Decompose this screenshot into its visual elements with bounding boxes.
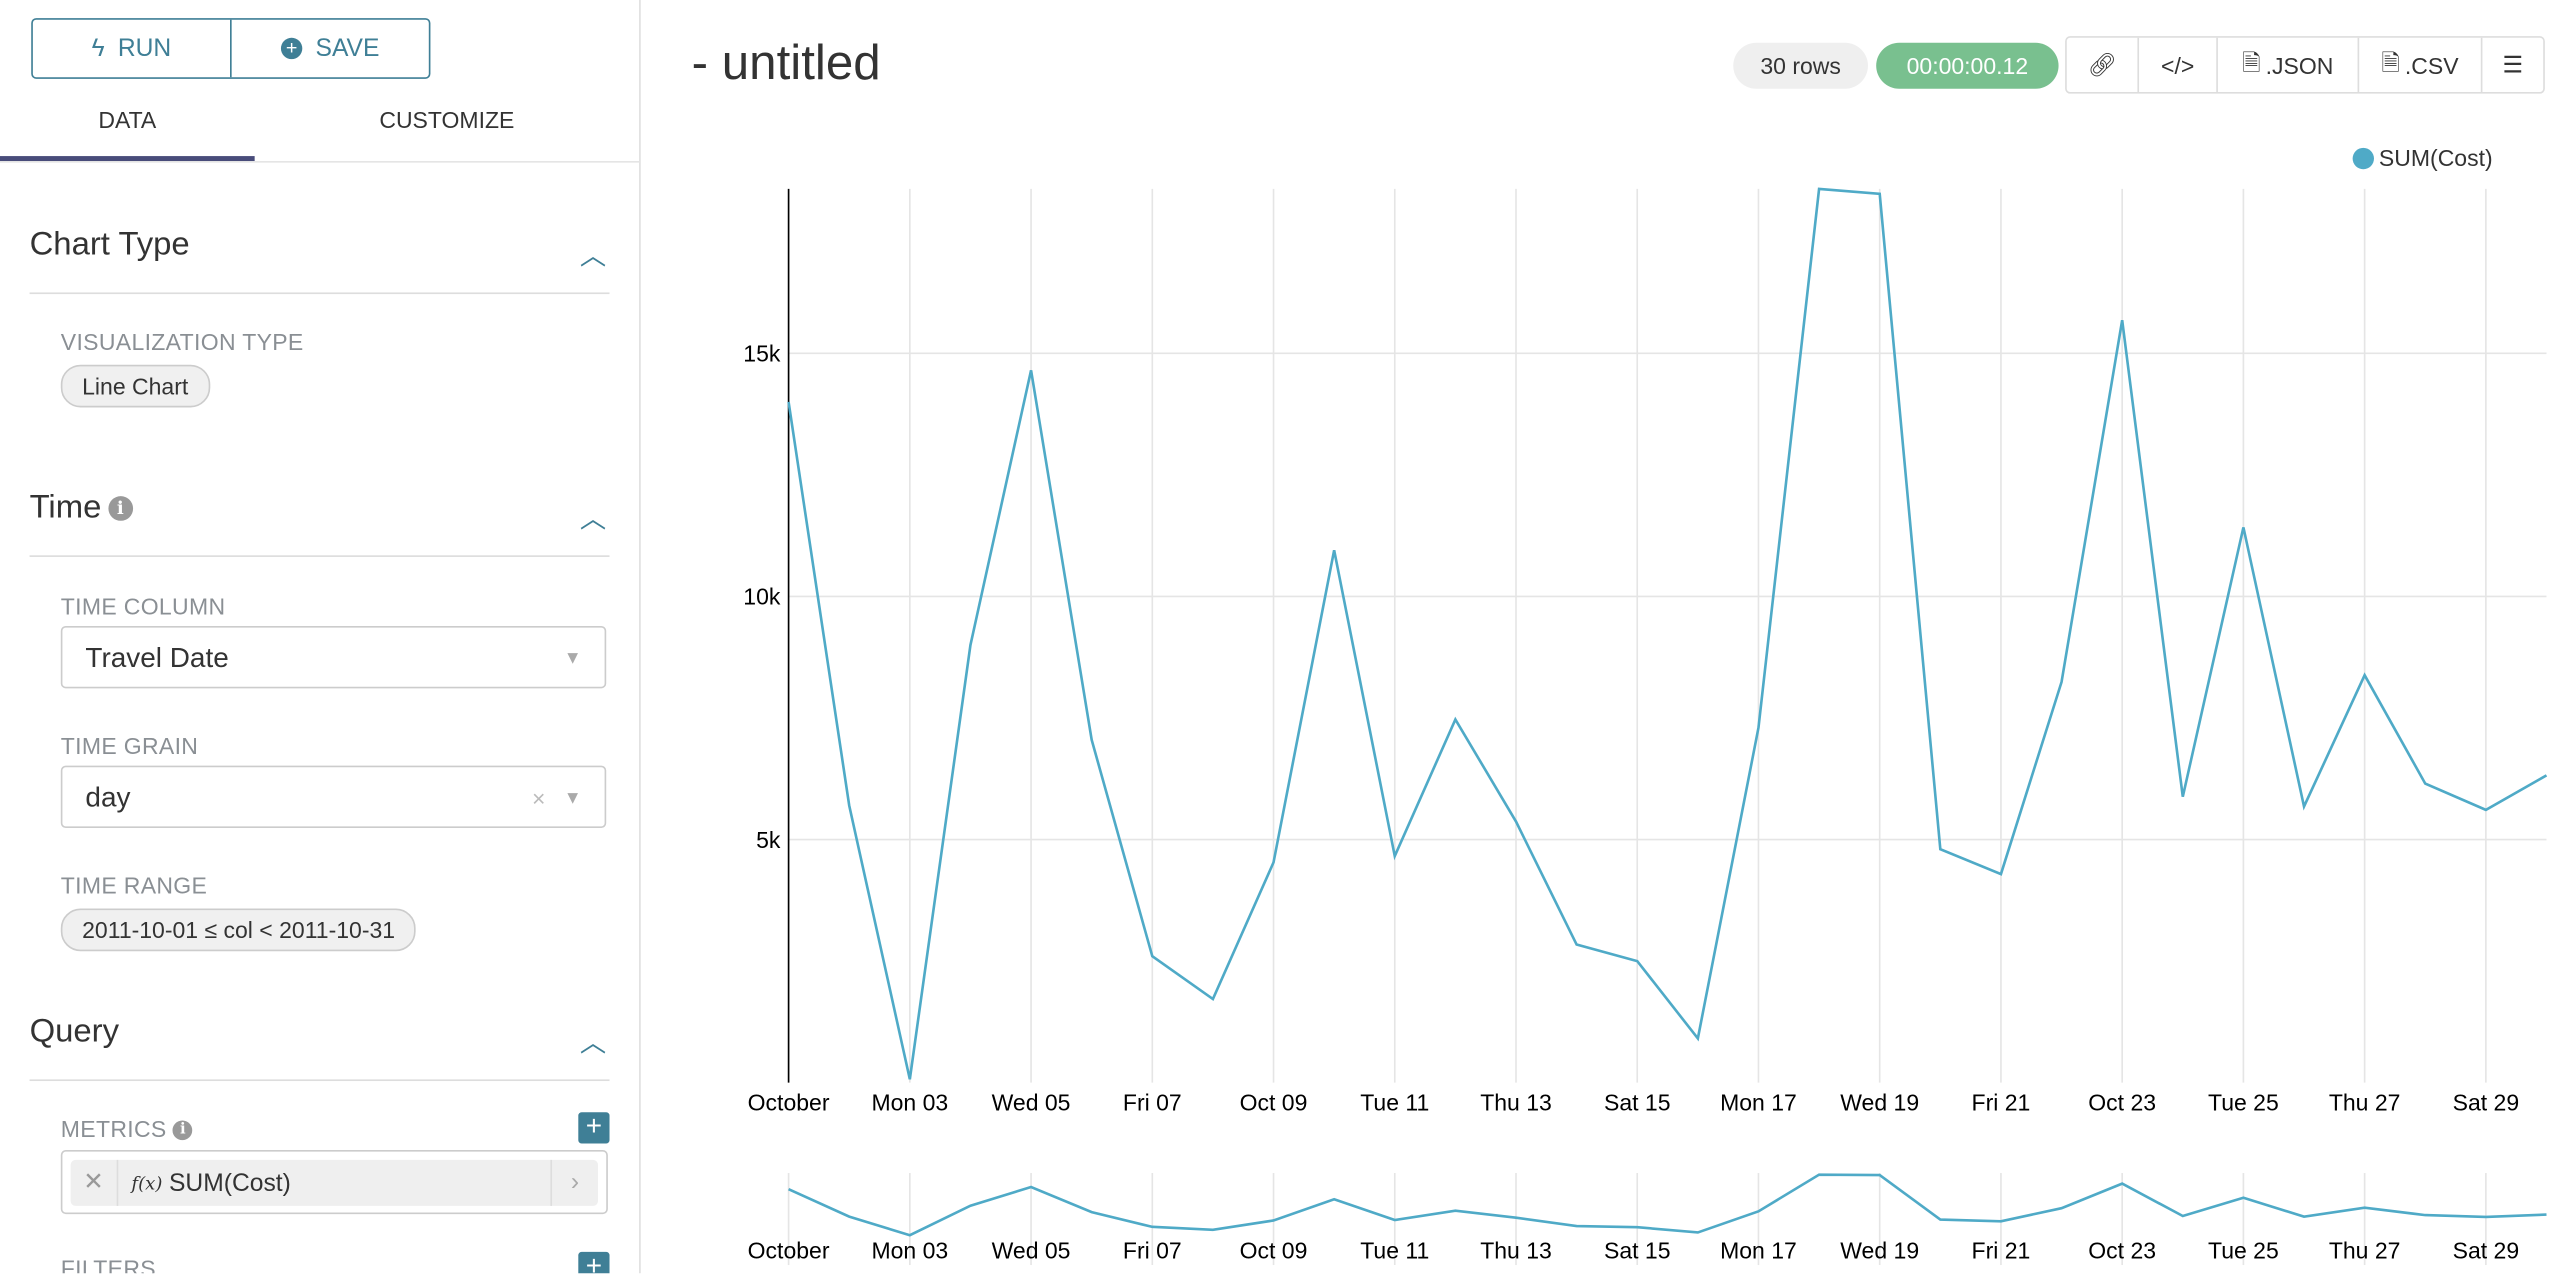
section-time[interactable]: Time i ︿ bbox=[29, 489, 610, 557]
menu-button[interactable]: ☰ bbox=[2482, 38, 2543, 92]
save-label: SAVE bbox=[315, 34, 380, 63]
x-tick-label: Fri 21 bbox=[1972, 1090, 2031, 1116]
brush-x-tick-label: Thu 13 bbox=[1480, 1237, 1552, 1263]
tab-customize[interactable]: CUSTOMIZE bbox=[379, 106, 515, 134]
csv-label: .CSV bbox=[2404, 51, 2459, 79]
legend-item[interactable]: SUM(Cost) bbox=[2352, 144, 2493, 171]
run-label: RUN bbox=[117, 34, 172, 63]
legend-dot bbox=[2352, 147, 2374, 169]
x-tick-label: Tue 11 bbox=[1360, 1090, 1429, 1116]
chart-toolbar: 🔗︎ </> 🗎︎ .JSON 🗎︎ .CSV ☰ bbox=[2065, 36, 2545, 94]
link-icon: 🔗︎ bbox=[2087, 50, 2117, 78]
caret-down-icon: ▼ bbox=[563, 788, 582, 809]
time-range-pill[interactable]: 2011-10-01 ≤ col < 2011-10-31 bbox=[60, 908, 417, 952]
chevron-right-icon[interactable]: › bbox=[550, 1159, 598, 1206]
export-csv-button[interactable]: 🗎︎ .CSV bbox=[2359, 37, 2483, 93]
section-chart-type[interactable]: Chart Type ︿ bbox=[29, 226, 610, 295]
section-title: Chart Type bbox=[29, 226, 190, 263]
y-tick-label: 10k bbox=[743, 584, 781, 610]
section-title: Time bbox=[29, 489, 102, 526]
x-tick-label: Wed 19 bbox=[1840, 1090, 1919, 1116]
save-button[interactable]: + SAVE bbox=[232, 20, 429, 78]
x-tick-label: Thu 27 bbox=[2329, 1090, 2401, 1116]
add-filter-button[interactable]: + bbox=[578, 1251, 610, 1274]
x-tick-label: Oct 23 bbox=[2088, 1090, 2156, 1116]
brush-x-tick-label: Tue 25 bbox=[2208, 1237, 2279, 1263]
embed-button[interactable]: </> bbox=[2139, 37, 2218, 93]
viz-type-pill[interactable]: Line Chart bbox=[60, 364, 210, 408]
x-tick-label: Mon 17 bbox=[1720, 1090, 1797, 1116]
link-button[interactable]: 🔗︎ bbox=[2067, 37, 2140, 93]
time-grain-value: day bbox=[85, 782, 131, 814]
plus-circle-icon: + bbox=[281, 37, 303, 60]
bolt-icon: ϟ bbox=[91, 34, 105, 63]
brush-x-tick-label: Tue 11 bbox=[1360, 1237, 1429, 1263]
control-panel: ϟ RUN + SAVE DATA CUSTOMIZE Chart Type ︿ VI… bbox=[0, 0, 641, 1274]
page-title[interactable]: - untitled bbox=[691, 36, 881, 91]
clear-icon[interactable]: × bbox=[531, 785, 546, 812]
brush-x-tick-label: Mon 17 bbox=[1720, 1237, 1797, 1263]
file-text-icon: 🗎︎ bbox=[2381, 48, 2400, 75]
metrics-input[interactable]: ✕ f(x) SUM(Cost) › bbox=[60, 1150, 608, 1215]
x-tick-label: Thu 13 bbox=[1480, 1090, 1552, 1116]
metric-chip[interactable]: ✕ f(x) SUM(Cost) › bbox=[70, 1159, 599, 1206]
brush-x-tick-label: Sat 29 bbox=[2453, 1237, 2520, 1263]
caret-down-icon: ▼ bbox=[563, 648, 582, 669]
time-range-label: TIME RANGE bbox=[60, 872, 208, 899]
brush-x-tick-label: Fri 07 bbox=[1123, 1237, 1182, 1263]
x-tick-label: Fri 07 bbox=[1123, 1090, 1182, 1116]
viz-type-label: VISUALIZATION TYPE bbox=[60, 328, 304, 355]
timer-badge: 00:00:00.12 bbox=[1876, 42, 2059, 89]
filters-label: FILTERS bbox=[60, 1255, 156, 1274]
brush-x-tick-label: October bbox=[748, 1237, 830, 1263]
brush-x-tick-label: Mon 03 bbox=[871, 1237, 948, 1263]
add-metric-button[interactable]: + bbox=[578, 1111, 610, 1144]
x-tick-label: Sat 15 bbox=[1604, 1090, 1671, 1116]
chevron-up-icon[interactable]: ︿ bbox=[579, 506, 607, 534]
export-json-button[interactable]: 🗎︎ .JSON bbox=[2218, 37, 2360, 93]
remove-icon[interactable]: ✕ bbox=[71, 1159, 119, 1206]
brush-x-tick-label: Thu 27 bbox=[2329, 1237, 2401, 1263]
x-tick-label: Tue 25 bbox=[2208, 1090, 2279, 1116]
row-count-badge: 30 rows bbox=[1733, 42, 1868, 89]
code-icon: </> bbox=[2161, 51, 2195, 79]
brush-x-tick-label: Oct 23 bbox=[2088, 1237, 2156, 1263]
metric-label: SUM(Cost) bbox=[168, 1168, 291, 1197]
time-column-select[interactable]: Travel Date ▼ bbox=[60, 625, 607, 689]
y-tick-label: 15k bbox=[743, 341, 781, 367]
brush-x-tick-label: Fri 21 bbox=[1972, 1237, 2031, 1263]
function-icon: f(x) bbox=[131, 1172, 163, 1194]
info-icon[interactable]: i bbox=[173, 1120, 193, 1141]
y-tick-label: 5k bbox=[756, 827, 781, 853]
time-grain-select[interactable]: day × ▼ bbox=[60, 765, 607, 829]
metrics-label: METRICS i bbox=[61, 1116, 193, 1142]
brush-x-tick-label: Wed 05 bbox=[992, 1237, 1071, 1263]
file-code-icon: 🗎︎ bbox=[2242, 48, 2261, 75]
time-grain-label: TIME GRAIN bbox=[60, 732, 199, 760]
brush-x-tick-label: Sat 15 bbox=[1604, 1237, 1671, 1263]
time-column-label: TIME COLUMN bbox=[60, 593, 226, 620]
x-tick-label: October bbox=[748, 1090, 830, 1116]
x-tick-label: Mon 03 bbox=[871, 1090, 948, 1116]
tab-data[interactable]: DATA bbox=[0, 92, 255, 162]
run-button[interactable]: ϟ RUN bbox=[33, 19, 232, 78]
info-icon[interactable]: i bbox=[107, 496, 133, 521]
series-line-sum-cost bbox=[787, 187, 2548, 1080]
x-tick-label: Sat 29 bbox=[2453, 1090, 2520, 1116]
legend-label: SUM(Cost) bbox=[2378, 144, 2493, 171]
chevron-up-icon[interactable]: ︿ bbox=[579, 243, 607, 272]
brush-x-tick-label: Oct 09 bbox=[1240, 1237, 1308, 1263]
section-query[interactable]: Query ︿ bbox=[29, 1013, 610, 1082]
chevron-up-icon[interactable]: ︿ bbox=[579, 1030, 607, 1059]
x-tick-label: Oct 09 bbox=[1240, 1090, 1308, 1116]
x-tick-label: Wed 05 bbox=[992, 1090, 1071, 1116]
time-column-value: Travel Date bbox=[85, 642, 229, 674]
json-label: .JSON bbox=[2265, 51, 2334, 79]
brush-x-tick-label: Wed 19 bbox=[1840, 1237, 1919, 1263]
brush-series-line bbox=[788, 1173, 2547, 1237]
section-title: Query bbox=[29, 1013, 120, 1050]
hamburger-icon: ☰ bbox=[2502, 50, 2524, 78]
